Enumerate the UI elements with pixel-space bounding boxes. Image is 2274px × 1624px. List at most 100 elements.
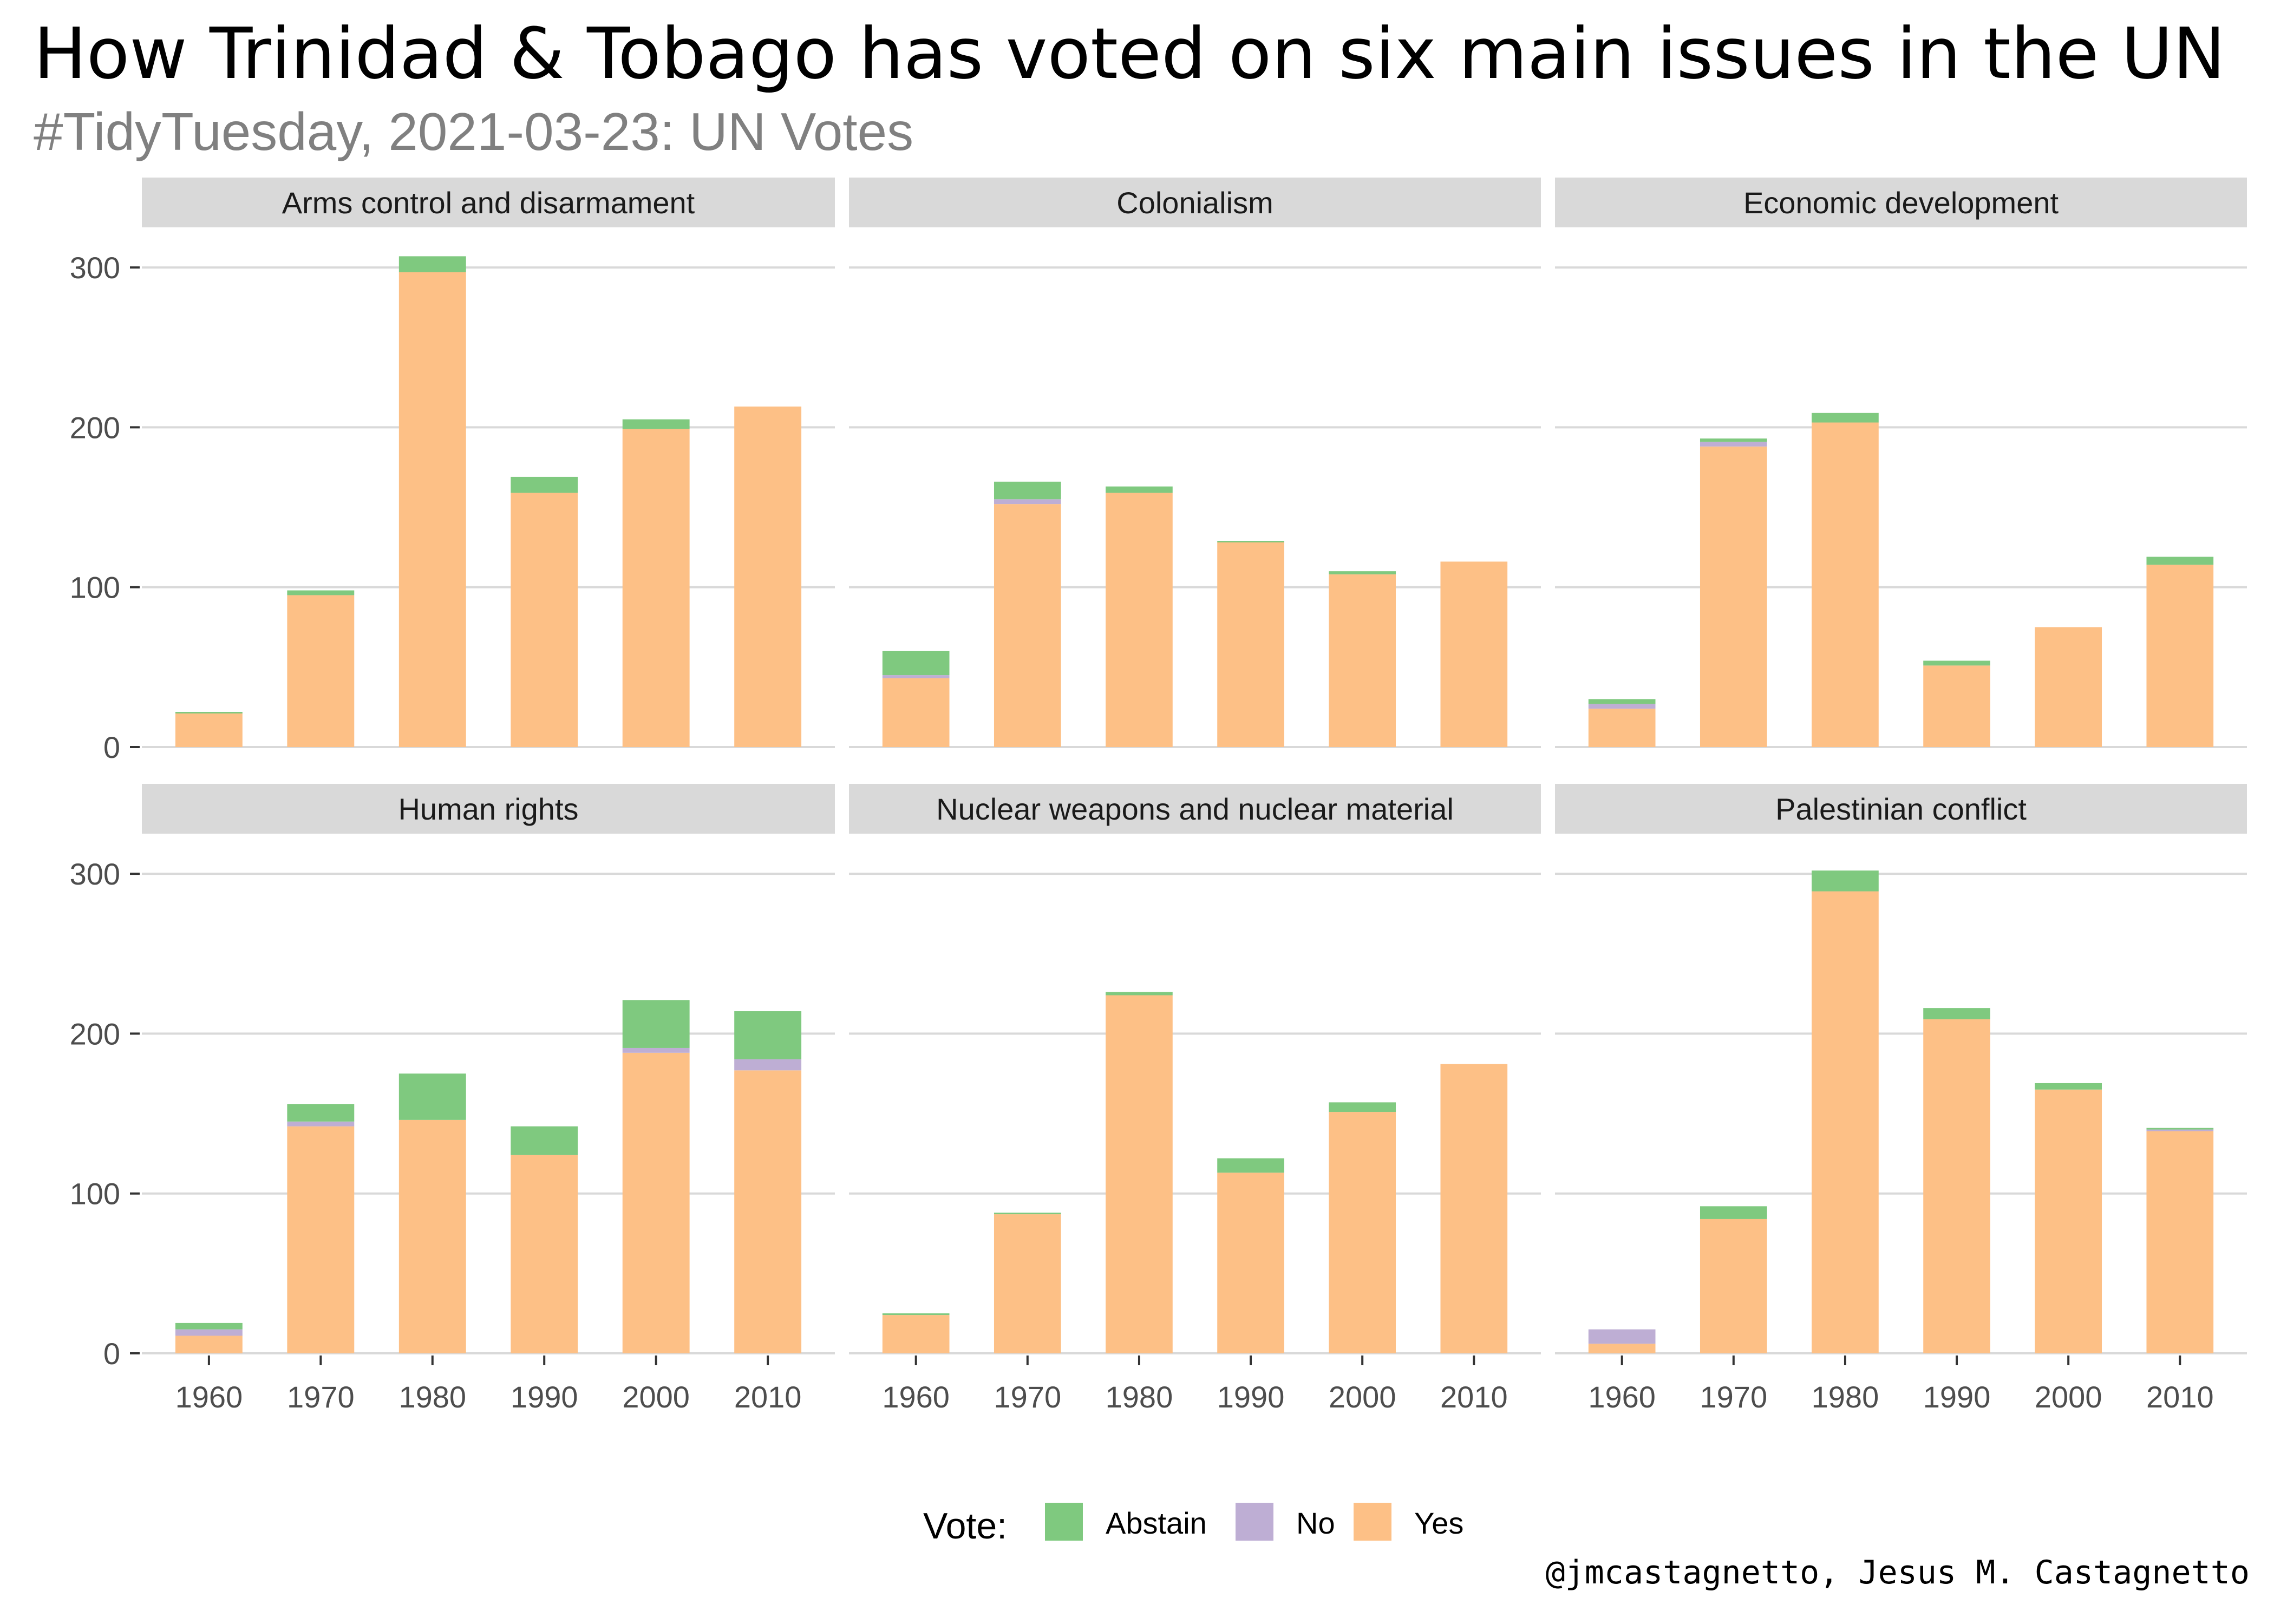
x-tick-label: 2010 — [734, 1380, 802, 1414]
bar-no — [882, 675, 950, 679]
bar-yes — [175, 713, 243, 747]
bar-abstain — [511, 1126, 578, 1155]
bar-abstain — [1217, 541, 1284, 542]
x-tick-label: 1960 — [175, 1380, 243, 1414]
bar-abstain — [1700, 1206, 1767, 1219]
bar-abstain — [175, 712, 243, 713]
bar-abstain — [398, 1073, 466, 1120]
bar-abstain — [175, 1322, 243, 1330]
bar-yes — [994, 1214, 1061, 1353]
bar-yes — [175, 1335, 243, 1353]
y-tick-label: 300 — [70, 857, 120, 891]
x-tick-label: 1980 — [398, 1380, 466, 1414]
facet-strip-label: Palestinian conflict — [1775, 792, 2027, 826]
bar-yes — [1923, 665, 1990, 747]
bar-abstain — [1106, 992, 1173, 996]
y-tick-label: 200 — [70, 410, 120, 444]
bar-yes — [2035, 1089, 2102, 1353]
bar-yes — [1588, 709, 1656, 747]
y-tick-label: 0 — [103, 1337, 120, 1371]
bar-yes — [734, 1070, 802, 1353]
bar-abstain — [2146, 556, 2214, 565]
bar-abstain — [1329, 1102, 1396, 1112]
y-tick-label: 200 — [70, 1017, 120, 1051]
credit-caption: @jmcastagnetto, Jesus M. Castagnetto — [1545, 1554, 2250, 1592]
bar-yes — [622, 429, 690, 747]
bar-yes — [1440, 561, 1508, 747]
bar-abstain — [511, 476, 578, 493]
bar-abstain — [882, 651, 950, 676]
bar-yes — [398, 1119, 466, 1353]
bar-abstain — [1812, 412, 1879, 423]
bar-yes — [622, 1052, 690, 1353]
bar-yes — [1106, 493, 1173, 747]
bar-abstain — [1700, 438, 1767, 442]
legend-swatch-yes — [1354, 1503, 1391, 1541]
x-tick-label: 1970 — [1700, 1380, 1768, 1414]
x-tick-label: 1960 — [1588, 1380, 1656, 1414]
bar-yes — [882, 678, 950, 747]
bar-abstain — [994, 1213, 1061, 1215]
bar-yes — [1700, 446, 1767, 747]
facet-strip-label: Arms control and disarmament — [282, 186, 695, 220]
bar-yes — [2146, 1131, 2214, 1353]
x-tick-label: 1980 — [1812, 1380, 1879, 1414]
bar-abstain — [1217, 1158, 1284, 1173]
bar-yes — [2146, 565, 2214, 747]
bar-abstain — [1106, 486, 1173, 493]
bar-abstain — [1588, 699, 1656, 704]
legend-swatch-no — [1236, 1503, 1273, 1541]
bar-abstain — [2035, 1083, 2102, 1090]
x-tick-label: 1990 — [511, 1380, 578, 1414]
bar-yes — [398, 272, 466, 747]
x-tick-label: 1990 — [1923, 1380, 1991, 1414]
page-title: How Trinidad & Tobago has voted on six m… — [34, 12, 2226, 95]
x-tick-label: 1990 — [1217, 1380, 1285, 1414]
bar-no — [734, 1059, 802, 1071]
bar-yes — [1700, 1219, 1767, 1353]
x-tick-label: 2000 — [622, 1380, 690, 1414]
y-tick-label: 100 — [70, 1177, 120, 1211]
facet-strip-label: Colonialism — [1116, 186, 1273, 220]
legend-swatch-abstain — [1045, 1503, 1083, 1541]
bar-abstain — [622, 1000, 690, 1048]
bar-abstain — [882, 1313, 950, 1315]
bar-no — [1700, 441, 1767, 447]
bar-yes — [1440, 1064, 1508, 1353]
bar-yes — [1923, 1019, 1990, 1353]
bar-abstain — [622, 419, 690, 429]
bar-yes — [511, 493, 578, 747]
bar-yes — [1812, 422, 1879, 747]
y-tick-label: 300 — [70, 251, 120, 285]
facet-strip — [1555, 178, 2247, 227]
bar-yes — [734, 406, 802, 747]
bar-yes — [1217, 542, 1284, 747]
bar-yes — [1588, 1344, 1656, 1353]
x-tick-label: 1980 — [1106, 1380, 1173, 1414]
y-tick-label: 100 — [70, 571, 120, 605]
bar-yes — [287, 595, 355, 747]
bar-abstain — [287, 1104, 355, 1122]
bar-yes — [287, 1126, 355, 1353]
bar-yes — [882, 1315, 950, 1353]
facet-strip-label: Human rights — [398, 792, 578, 826]
legend-label-no: No — [1296, 1506, 1335, 1540]
x-tick-label: 1970 — [287, 1380, 355, 1414]
bar-abstain — [2146, 1128, 2214, 1130]
facet-strip-label: Economic development — [1743, 186, 2059, 220]
bar-yes — [1329, 574, 1396, 747]
x-tick-label: 2000 — [1329, 1380, 1396, 1414]
bar-no — [287, 1121, 355, 1127]
bar-no — [2146, 1129, 2214, 1131]
bar-abstain — [734, 1011, 802, 1059]
bar-abstain — [398, 256, 466, 272]
bar-yes — [1217, 1173, 1284, 1353]
bar-no — [1588, 704, 1656, 709]
facet-strip — [142, 784, 835, 834]
bar-no — [994, 499, 1061, 505]
legend-label-abstain: Abstain — [1106, 1506, 1207, 1540]
bar-abstain — [1812, 870, 1879, 892]
facet-strip — [849, 178, 1541, 227]
bar-abstain — [287, 590, 355, 595]
x-tick-label: 2000 — [2035, 1380, 2102, 1414]
